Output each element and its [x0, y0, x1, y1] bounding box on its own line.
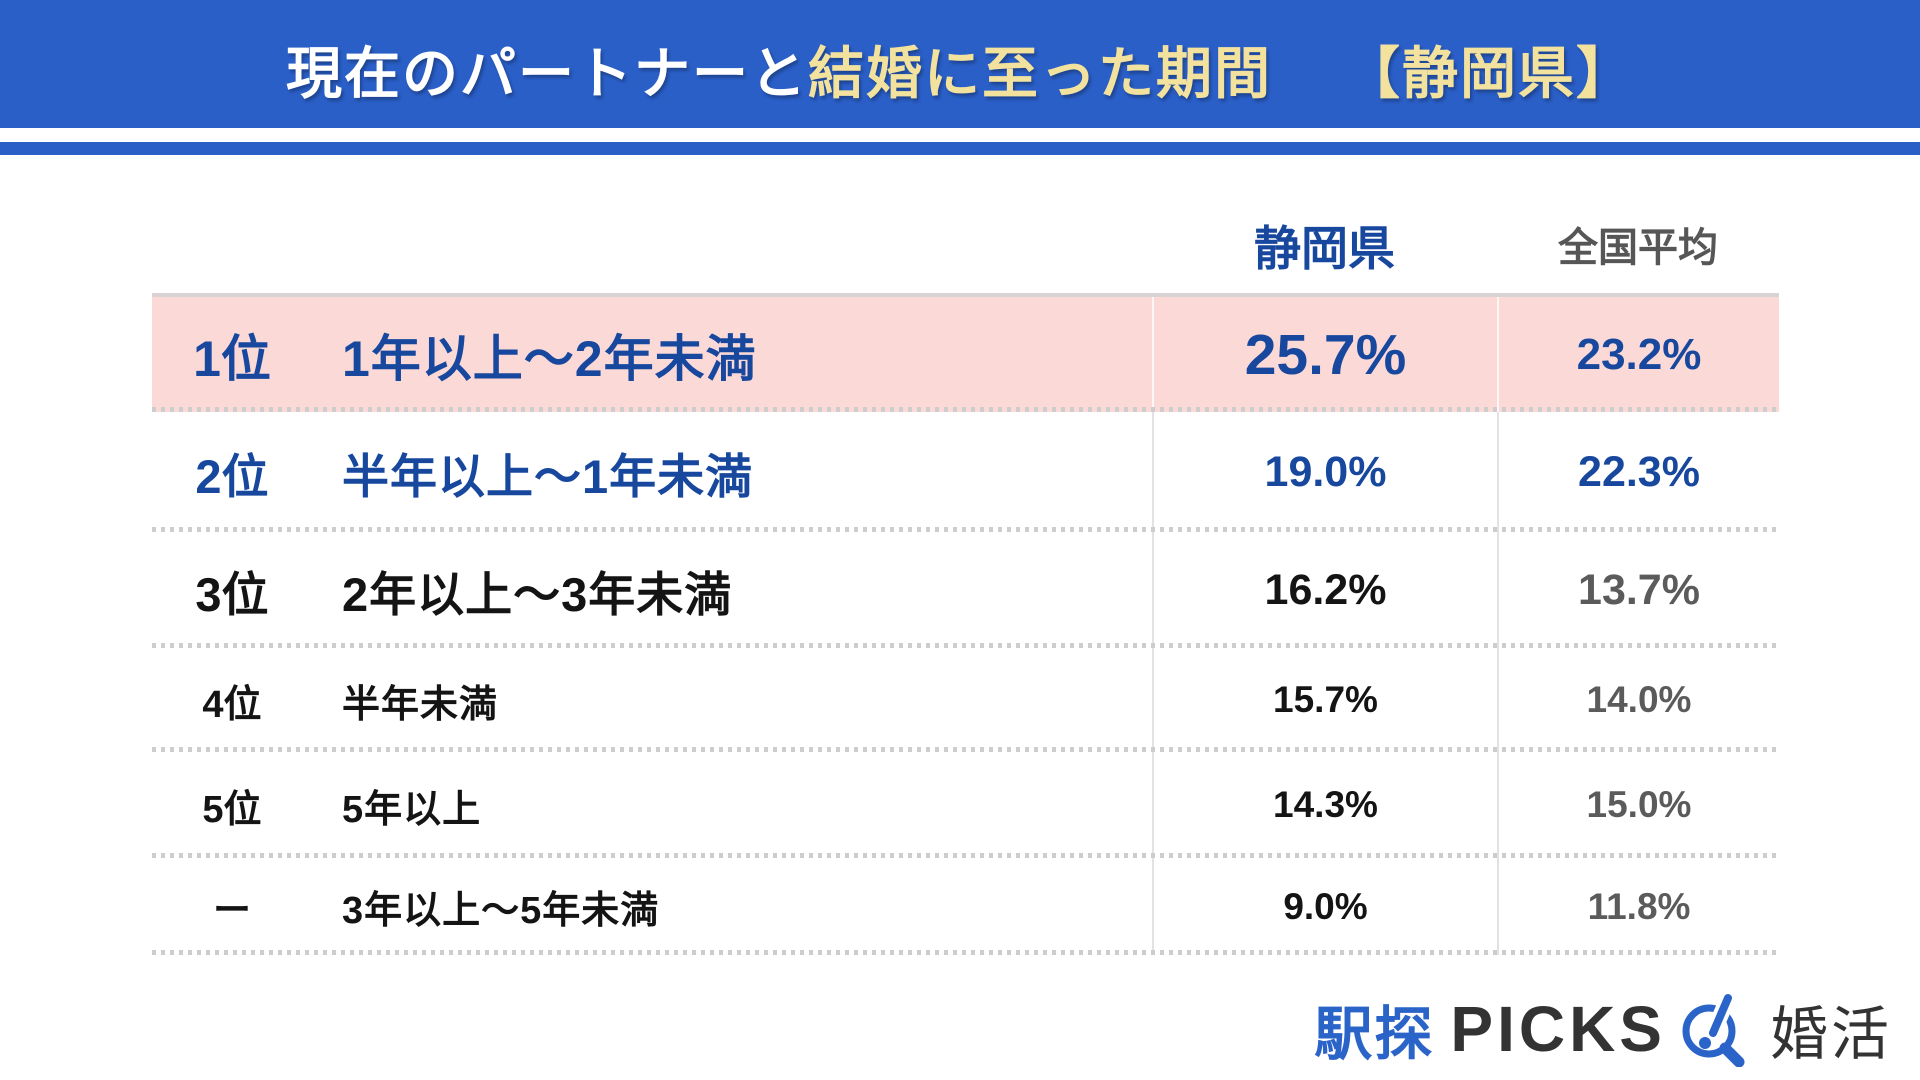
label-cell: 3年以上〜5年未満: [342, 890, 660, 932]
logo-picks-text: PICKS: [1450, 993, 1666, 1065]
table-row: 1位 1年以上〜2年未満 25.7% 23.2%: [152, 297, 1779, 412]
rank-cell: ー: [212, 890, 251, 932]
title-prefix: 現在のパートナーと: [286, 41, 808, 105]
ranking-table: 静岡県 全国平均 1位 1年以上〜2年未満 25.7% 23.2% 2位 半年以…: [152, 195, 1779, 955]
national-value: 13.7%: [1497, 532, 1779, 648]
shizuoka-value: 19.0%: [1152, 412, 1497, 532]
header-banner: 現在のパートナーと結婚に至った期間 【静岡県】: [0, 0, 1920, 128]
table-header-row: 静岡県 全国平均: [152, 195, 1779, 297]
national-value: 14.0%: [1497, 648, 1779, 752]
label-cell: 半年未満: [342, 683, 499, 726]
rank-cell: 5位: [202, 788, 262, 831]
national-value: 11.8%: [1497, 858, 1779, 955]
national-value: 15.0%: [1497, 752, 1779, 858]
shizuoka-value: 9.0%: [1152, 858, 1497, 955]
title-highlight: 結婚に至った期間: [808, 41, 1272, 105]
title-region: 【静岡県】: [1344, 41, 1634, 105]
label-cell: 1年以上〜2年未満: [342, 330, 757, 387]
logo-konkatsu-text: 婚活: [1769, 1002, 1892, 1067]
table-row: 3位 2年以上〜3年未満 16.2% 13.7%: [152, 532, 1779, 648]
logo-ekitan-text: 駅探: [1314, 1002, 1435, 1067]
national-value: 22.3%: [1497, 412, 1779, 532]
national-value: 23.2%: [1497, 297, 1779, 412]
label-cell: 2年以上〜3年未満: [342, 567, 733, 621]
shizuoka-value: 25.7%: [1152, 297, 1497, 412]
rank-cell: 4位: [202, 683, 262, 726]
table-rows: 1位 1年以上〜2年未満 25.7% 23.2% 2位 半年以上〜1年未満 19…: [152, 297, 1779, 955]
magnifier-exclamation-icon: [1682, 991, 1745, 1067]
header-divider-gap: [0, 128, 1920, 142]
shizuoka-value: 14.3%: [1152, 752, 1497, 858]
brand-logo: 駅探 PICKS 婚活: [1314, 986, 1892, 1072]
table-row: ー 3年以上〜5年未満 9.0% 11.8%: [152, 858, 1779, 955]
rank-cell: 1位: [193, 330, 271, 387]
table-row: 2位 半年以上〜1年未満 19.0% 22.3%: [152, 412, 1779, 532]
shizuoka-value: 15.7%: [1152, 648, 1497, 752]
table-row: 4位 半年未満 15.7% 14.0%: [152, 648, 1779, 752]
label-cell: 5年以上: [342, 788, 482, 831]
column-header-national: 全国平均: [1558, 226, 1718, 270]
table-row: 5位 5年以上 14.3% 15.0%: [152, 752, 1779, 858]
shizuoka-value: 16.2%: [1152, 532, 1497, 648]
column-header-shizuoka: 静岡県: [1254, 221, 1395, 275]
header-accent-stripe: [0, 142, 1920, 155]
page-title: 現在のパートナーと結婚に至った期間 【静岡県】: [286, 29, 1634, 110]
label-cell: 半年以上〜1年未満: [342, 449, 754, 503]
rank-cell: 3位: [195, 567, 269, 621]
rank-cell: 2位: [195, 449, 269, 503]
